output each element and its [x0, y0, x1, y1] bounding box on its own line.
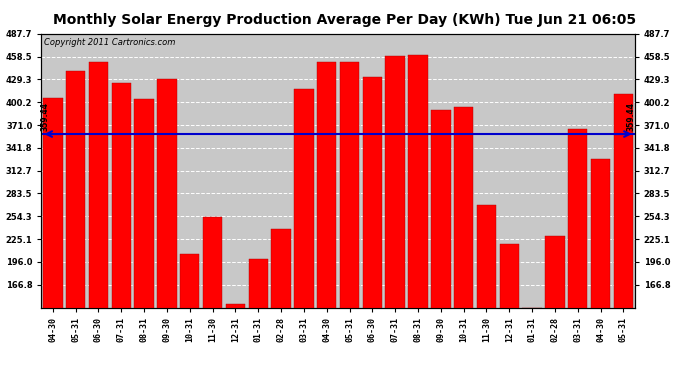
Text: 8.133: 8.133 [277, 369, 286, 375]
Text: 14.243: 14.243 [299, 347, 308, 375]
Bar [613, 94, 633, 375]
Bar [248, 259, 268, 375]
Text: 13.327: 13.327 [436, 349, 445, 375]
Text: 15.407: 15.407 [94, 344, 103, 373]
Bar [408, 55, 428, 375]
Bar [591, 159, 610, 375]
Text: 7.043: 7.043 [185, 372, 195, 375]
Text: 13.799: 13.799 [139, 348, 148, 375]
Text: 6.826: 6.826 [254, 372, 263, 375]
Bar [477, 205, 496, 375]
Bar [203, 217, 222, 375]
Text: 14.676: 14.676 [162, 345, 171, 375]
Text: 13.459: 13.459 [459, 349, 468, 375]
Text: 7.825: 7.825 [551, 370, 560, 375]
Text: 8.638: 8.638 [208, 367, 217, 375]
Bar [317, 62, 337, 375]
Bar [363, 77, 382, 375]
Text: 15.029: 15.029 [71, 345, 80, 374]
Bar [500, 244, 519, 375]
Text: 14.745: 14.745 [368, 345, 377, 375]
Bar [66, 71, 86, 375]
Bar [545, 236, 564, 375]
Bar [386, 56, 405, 375]
Bar [568, 129, 587, 375]
Bar [89, 62, 108, 375]
Bar [112, 83, 131, 375]
Text: 359.44: 359.44 [627, 102, 636, 131]
Text: 13.861: 13.861 [48, 348, 57, 375]
Bar [271, 229, 290, 375]
Text: 14.481: 14.481 [117, 346, 126, 375]
Text: 11.157: 11.157 [596, 355, 605, 375]
Text: Copyright 2011 Cartronics.com: Copyright 2011 Cartronics.com [44, 38, 176, 47]
Bar [339, 62, 359, 375]
Text: 9.158: 9.158 [482, 366, 491, 375]
Bar [294, 89, 313, 375]
Bar [454, 107, 473, 375]
Bar [522, 308, 542, 375]
Bar [431, 110, 451, 375]
Bar [135, 99, 154, 375]
Bar [43, 98, 63, 375]
Text: 7.470: 7.470 [505, 370, 514, 375]
Text: 15.399: 15.399 [345, 344, 354, 373]
Bar [180, 254, 199, 375]
Text: 359.44: 359.44 [40, 102, 49, 131]
Text: 13.996: 13.996 [619, 348, 628, 375]
Text: Monthly Solar Energy Production Average Per Day (KWh) Tue Jun 21 06:05: Monthly Solar Energy Production Average … [53, 13, 637, 27]
Text: 15.399: 15.399 [322, 344, 331, 373]
Bar [157, 79, 177, 375]
Bar [226, 304, 245, 375]
Text: 15.674: 15.674 [391, 343, 400, 372]
Text: 12.466: 12.466 [573, 352, 582, 375]
Text: 15.732: 15.732 [413, 343, 422, 372]
